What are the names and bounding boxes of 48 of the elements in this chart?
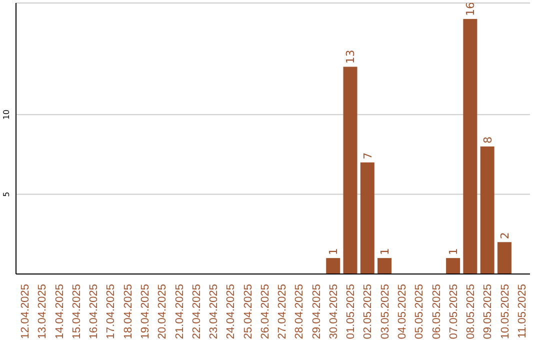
bar bbox=[446, 258, 460, 274]
x-tick-label: 14.04.2025 bbox=[54, 284, 66, 340]
data-label: 2 bbox=[498, 232, 512, 240]
data-label: 16 bbox=[464, 2, 478, 16]
x-tick-label: 23.04.2025 bbox=[208, 284, 220, 340]
data-label: 13 bbox=[344, 50, 358, 64]
x-tick-label: 13.04.2025 bbox=[36, 284, 49, 340]
x-tick-label: 28.04.2025 bbox=[294, 284, 306, 340]
bar bbox=[343, 66, 358, 274]
bar bbox=[360, 162, 374, 274]
x-tick-label: 17.04.2025 bbox=[105, 284, 118, 340]
x-tick-label: 27.04.2025 bbox=[276, 284, 289, 340]
x-tick-label: 08.05.2025 bbox=[465, 284, 478, 340]
x-tick-label: 16.04.2025 bbox=[88, 284, 100, 340]
x-tick-label: 30.04.2025 bbox=[328, 284, 340, 340]
x-tick-label: 24.04.2025 bbox=[225, 284, 238, 340]
bar bbox=[497, 242, 512, 274]
x-tick-label: 25.04.2025 bbox=[242, 284, 254, 340]
x-tick-label: 03.05.2025 bbox=[379, 284, 392, 340]
bar bbox=[463, 18, 478, 274]
data-label: 1 bbox=[378, 248, 392, 256]
x-tick-label: 07.05.2025 bbox=[448, 284, 460, 340]
x-tick-label: 11.05.2025 bbox=[516, 284, 528, 338]
x-tick-label: 09.05.2025 bbox=[482, 284, 494, 340]
x-tick-label: 29.04.2025 bbox=[310, 284, 323, 340]
data-label: 1 bbox=[327, 248, 340, 256]
x-tick-label: 22.04.2025 bbox=[190, 284, 203, 340]
y-tick-label: 5 bbox=[2, 192, 11, 197]
x-tick-label: 20.04.2025 bbox=[156, 284, 169, 340]
x-tick-label: 10.05.2025 bbox=[499, 284, 512, 340]
x-tick-label: 21.04.2025 bbox=[174, 284, 186, 340]
data-label: 7 bbox=[361, 152, 374, 160]
x-tick-label: 05.05.2025 bbox=[414, 284, 426, 340]
x-tick-label: 18.04.2025 bbox=[122, 284, 134, 340]
bar bbox=[326, 258, 340, 274]
bar bbox=[378, 258, 392, 274]
x-tick-label: 04.05.2025 bbox=[396, 284, 408, 340]
data-label: 8 bbox=[481, 136, 494, 144]
bar bbox=[480, 146, 494, 274]
x-tick-label: 06.05.2025 bbox=[430, 284, 443, 340]
data-label: 1 bbox=[447, 248, 460, 256]
x-tick-label: 02.05.2025 bbox=[362, 284, 374, 340]
x-tick-label: 12.04.2025 bbox=[20, 284, 32, 340]
x-tick-label: 01.05.2025 bbox=[345, 284, 358, 340]
x-tick-label: 15.04.2025 bbox=[70, 284, 83, 340]
y-tick-label: 10 bbox=[2, 109, 11, 120]
x-tick-label: 26.04.2025 bbox=[259, 284, 272, 340]
x-tick-label: 19.04.2025 bbox=[140, 284, 152, 340]
